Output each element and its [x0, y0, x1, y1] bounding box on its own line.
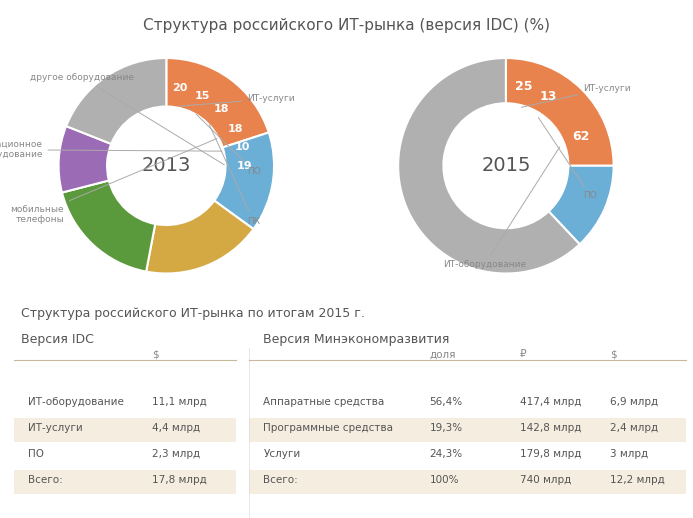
Bar — [14, 418, 236, 442]
Text: 12,2 млрд: 12,2 млрд — [610, 475, 665, 485]
Text: ИТ-оборудование: ИТ-оборудование — [443, 147, 560, 269]
Text: Структура российского ИТ-рынка по итогам 2015 г.: Структура российского ИТ-рынка по итогам… — [21, 307, 365, 320]
Text: телекоммуникационное
и сетевое оборудование: телекоммуникационное и сетевое оборудова… — [0, 140, 222, 160]
Text: 25: 25 — [515, 80, 532, 93]
Text: 18: 18 — [228, 124, 243, 134]
Text: Всего:: Всего: — [28, 475, 62, 485]
Wedge shape — [66, 58, 166, 144]
Wedge shape — [62, 180, 155, 271]
Text: Аппаратные средства: Аппаратные средства — [263, 397, 385, 407]
Text: мобильные
телефоны: мобильные телефоны — [10, 138, 217, 224]
Text: ПО: ПО — [28, 449, 44, 459]
Wedge shape — [166, 58, 269, 148]
Text: Программные средства: Программные средства — [263, 423, 394, 433]
Text: Услуги: Услуги — [263, 449, 301, 459]
Text: 179,8 млрд: 179,8 млрд — [520, 449, 581, 459]
Text: 11,1 млрд: 11,1 млрд — [152, 397, 207, 407]
Wedge shape — [214, 133, 274, 229]
Bar — [14, 470, 236, 494]
Text: ИТ-услуги: ИТ-услуги — [28, 423, 82, 433]
Text: 20: 20 — [173, 83, 188, 93]
Text: ПО: ПО — [196, 114, 261, 176]
Text: 2013: 2013 — [141, 156, 191, 175]
Text: 13: 13 — [539, 90, 556, 104]
Text: $: $ — [610, 349, 617, 359]
Wedge shape — [398, 58, 579, 274]
Text: 62: 62 — [572, 131, 590, 143]
Text: Структура российского ИТ-рынка (версия IDC) (%): Структура российского ИТ-рынка (версия I… — [143, 18, 550, 33]
Text: 17,8 млрд: 17,8 млрд — [152, 475, 207, 485]
Text: 740 млрд: 740 млрд — [520, 475, 571, 485]
Bar — [249, 418, 686, 442]
Text: 2015: 2015 — [481, 156, 531, 175]
Text: Версия IDC: Версия IDC — [21, 333, 94, 346]
Text: 56,4%: 56,4% — [430, 397, 463, 407]
Text: 4,4 млрд: 4,4 млрд — [152, 423, 200, 433]
Text: 19,3%: 19,3% — [430, 423, 463, 433]
Bar — [249, 470, 686, 494]
Text: 24,3%: 24,3% — [430, 449, 463, 459]
Wedge shape — [146, 200, 254, 274]
Text: 100%: 100% — [430, 475, 459, 485]
Text: 417,4 млрд: 417,4 млрд — [520, 397, 581, 407]
Text: 2,3 млрд: 2,3 млрд — [152, 449, 200, 459]
Text: Всего:: Всего: — [263, 475, 298, 485]
Text: 2,4 млрд: 2,4 млрд — [610, 423, 658, 433]
Wedge shape — [506, 58, 613, 166]
Text: 142,8 млрд: 142,8 млрд — [520, 423, 581, 433]
Text: ПО: ПО — [538, 118, 597, 200]
Wedge shape — [59, 126, 111, 193]
Wedge shape — [549, 166, 613, 244]
Text: 6,9 млрд: 6,9 млрд — [610, 397, 658, 407]
Text: ₽: ₽ — [520, 349, 527, 359]
Text: Версия Минэкономразвития: Версия Минэкономразвития — [263, 333, 450, 346]
Text: 15: 15 — [195, 91, 210, 101]
Text: ИТ-услуги: ИТ-услуги — [521, 84, 631, 107]
Text: 18: 18 — [213, 104, 229, 114]
Text: другое оборудование: другое оборудование — [30, 73, 225, 165]
Text: 3 млрд: 3 млрд — [610, 449, 648, 459]
Text: 19: 19 — [237, 162, 253, 171]
Text: ИТ-услуги: ИТ-услуги — [179, 94, 295, 106]
Text: ПК: ПК — [209, 125, 261, 226]
Text: $: $ — [152, 349, 159, 359]
Text: доля: доля — [430, 349, 456, 359]
Text: ИТ-оборудование: ИТ-оборудование — [28, 397, 123, 407]
Text: 10: 10 — [235, 142, 250, 152]
